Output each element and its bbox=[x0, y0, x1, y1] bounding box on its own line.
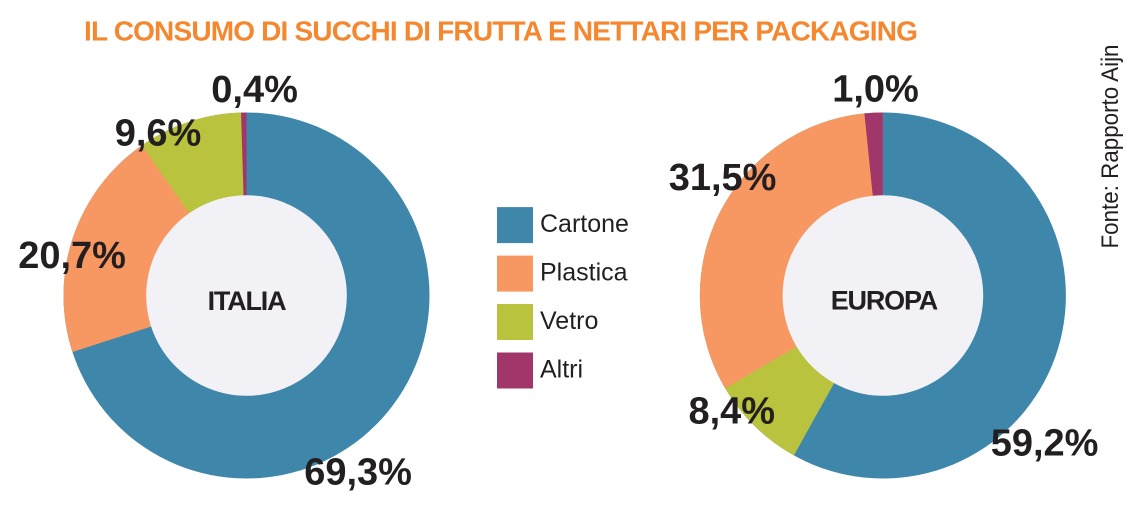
svg-text:20,7%: 20,7% bbox=[18, 235, 126, 277]
svg-text:EUROPA: EUROPA bbox=[831, 286, 938, 316]
svg-text:Altri: Altri bbox=[540, 356, 583, 384]
svg-text:Vetro: Vetro bbox=[540, 307, 598, 335]
svg-text:59,2%: 59,2% bbox=[991, 422, 1099, 464]
svg-text:0,4%: 0,4% bbox=[211, 69, 298, 111]
svg-text:ITALIA: ITALIA bbox=[208, 286, 286, 316]
svg-text:Plastica: Plastica bbox=[540, 259, 628, 287]
svg-text:Cartone: Cartone bbox=[540, 210, 629, 238]
svg-text:9,6%: 9,6% bbox=[115, 112, 202, 154]
svg-text:1,0%: 1,0% bbox=[832, 69, 919, 111]
svg-text:IL CONSUMO DI SUCCHI DI FRUTTA: IL CONSUMO DI SUCCHI DI FRUTTA E NETTARI… bbox=[84, 16, 917, 47]
svg-text:Fonte: Rapporto Aijn: Fonte: Rapporto Aijn bbox=[1097, 45, 1124, 249]
svg-text:8,4%: 8,4% bbox=[688, 390, 775, 432]
svg-text:69,3%: 69,3% bbox=[304, 452, 412, 494]
svg-text:31,5%: 31,5% bbox=[669, 157, 777, 199]
